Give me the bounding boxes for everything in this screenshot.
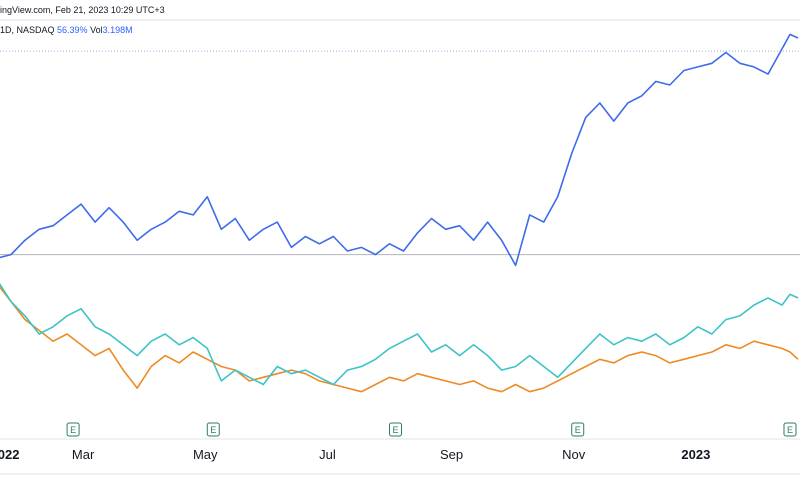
volume-label: Vol [90, 25, 103, 35]
volume-value: 3.198M [102, 25, 133, 35]
symbol-info-line: 1D, NASDAQ 56.39% Vol3.198M [0, 25, 133, 35]
x-tick-label: 2023 [681, 447, 710, 462]
earnings-label: E [210, 425, 216, 435]
x-tick-label: May [193, 447, 218, 462]
source-line-text: ingView.com, Feb 21, 2023 10:29 UTC+3 [0, 5, 165, 15]
earnings-label: E [575, 425, 581, 435]
earnings-label: E [787, 425, 793, 435]
series-line-3 [0, 286, 799, 393]
interval-exchange: 1D, NASDAQ [0, 25, 55, 35]
earnings-e-icon [388, 422, 402, 437]
earnings-label: E [392, 425, 398, 435]
x-tick-label: Mar [72, 447, 95, 462]
earnings-e-icon [206, 422, 220, 437]
x-tick-label: Sep [440, 447, 463, 462]
earnings-e-icon [571, 422, 585, 437]
chart-source-line: ingView.com, Feb 21, 2023 10:29 UTC+3 [0, 5, 165, 15]
change-percent: 56.39% [57, 25, 88, 35]
x-tick-label: Nov [562, 447, 586, 462]
series-line-1 [0, 33, 799, 267]
x-tick-label: Jul [319, 447, 336, 462]
earnings-e-icon [783, 422, 797, 437]
series-line-2 [0, 283, 799, 386]
earnings-e-icon [66, 422, 80, 437]
x-tick-label: 2022 [0, 447, 19, 462]
earnings-label: E [70, 425, 76, 435]
